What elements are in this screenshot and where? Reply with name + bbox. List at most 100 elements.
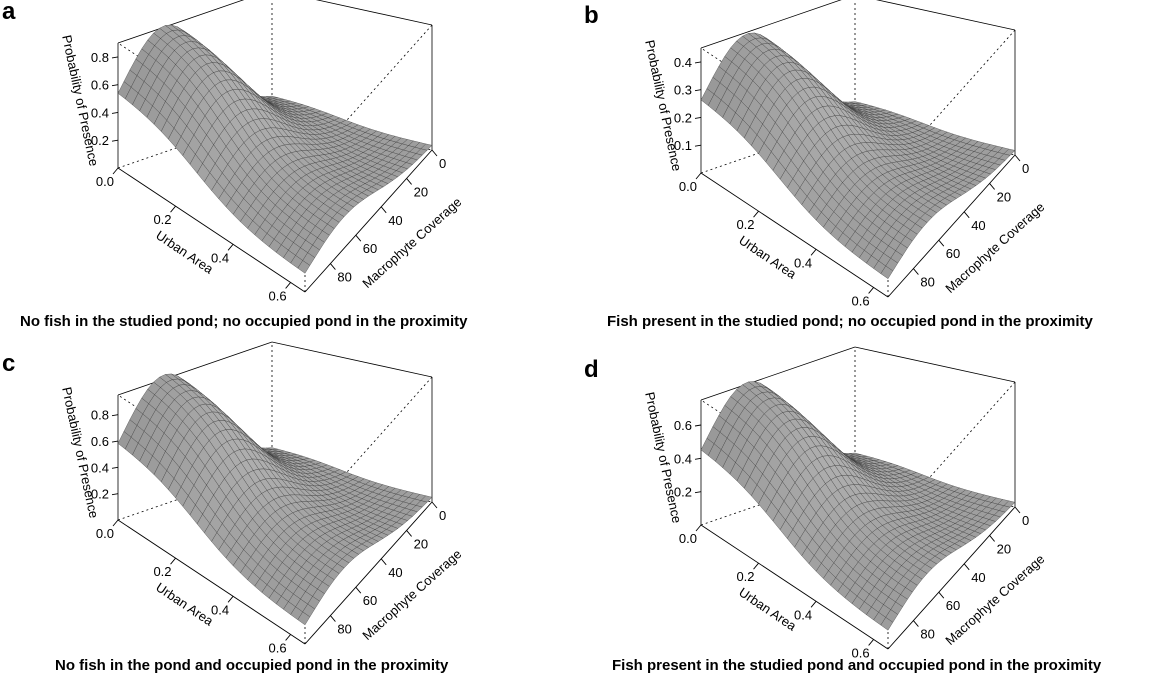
box-edge-top-left: [117, 341, 273, 396]
x-tick-mark: [753, 562, 759, 570]
z-tick-mark: [694, 424, 702, 427]
z-tick-mark: [111, 139, 119, 142]
z-tick-label: 0.8: [91, 50, 109, 65]
y-tick-mark: [431, 501, 438, 509]
box-edge-top-left: [700, 0, 842, 49]
axis-urban-line: [117, 167, 306, 293]
x-tick-mark: [810, 601, 817, 608]
panel-caption-a: No fish in the studied pond; no occupied…: [20, 313, 468, 330]
y-tick-label: 0: [439, 156, 446, 171]
z-tick-label: 0.2: [674, 485, 692, 500]
x-tick-mark: [868, 287, 874, 294]
y-tick-label: 40: [971, 570, 985, 585]
y-tick-mark: [355, 234, 362, 242]
y-tick-mark: [963, 563, 970, 571]
panel-caption-b: Fish present in the studied pond; no occ…: [607, 313, 1093, 330]
y-tick-label: 40: [971, 218, 985, 233]
y-tick-label: 20: [414, 184, 428, 199]
box-edge-top-back: [315, 0, 433, 26]
x-tick-label: 0.6: [852, 293, 870, 308]
z-tick-label: 0.2: [91, 487, 109, 502]
y-tick-label: 40: [388, 213, 402, 228]
x-tick-label: 0.6: [269, 640, 287, 655]
z-tick-mark: [694, 144, 702, 147]
y-tick-mark: [1014, 154, 1021, 162]
x-tick-label: 0.6: [269, 288, 287, 303]
x-tick-mark: [695, 172, 702, 180]
z-tick-mark: [111, 493, 119, 496]
z-tick-label: 0.2: [91, 133, 109, 148]
z-tick-label: 0.8: [91, 408, 109, 423]
y-tick-mark: [989, 535, 995, 542]
axis-macrophyte-line: [887, 506, 1016, 650]
x-tick-label: 0.0: [679, 531, 697, 546]
z-tick-label: 0.2: [674, 110, 692, 125]
y-tick-label: 80: [920, 275, 934, 290]
y-tick-mark: [989, 183, 995, 190]
x-tick-mark: [695, 524, 702, 532]
z-tick-label: 0.4: [674, 55, 692, 70]
panel-label-c: c: [2, 350, 16, 377]
y-tick-mark: [380, 206, 387, 214]
panel-caption-c: No fish in the pond and occupied pond in…: [55, 657, 449, 674]
z-tick-mark: [694, 117, 702, 119]
box-edge-top-back: [875, 0, 1016, 31]
y-tick-label: 60: [946, 246, 960, 261]
box-edge-top-right: [887, 381, 1016, 525]
x-tick-mark: [285, 282, 291, 289]
box-edge-top-right: [887, 29, 1016, 173]
x-tick-mark: [868, 639, 874, 646]
y-tick-mark: [330, 263, 336, 270]
y-tick-label: 40: [388, 565, 402, 580]
z-tick-label: 0.1: [674, 138, 692, 153]
x-tick-mark: [810, 249, 817, 256]
y-tick-mark: [330, 615, 336, 622]
surface-mesh-d: [700, 381, 1016, 631]
panel-label-b: b: [584, 2, 599, 29]
y-tick-label: 80: [337, 622, 351, 637]
panel-caption-d: Fish present in the studied pond and occ…: [612, 657, 1102, 674]
y-tick-label: 0: [1022, 513, 1029, 528]
y-tick-mark: [406, 178, 412, 185]
x-tick-mark: [753, 210, 759, 218]
box-edge-top-right: [304, 24, 433, 168]
box-edge-top-left: [117, 0, 245, 44]
y-tick-mark: [1014, 506, 1021, 514]
x-axis-label: Urban Area: [736, 584, 800, 634]
panel-label-a: a: [2, 0, 16, 25]
axis-urban-line: [700, 524, 889, 650]
surface-facet: [880, 617, 894, 631]
z-tick-mark: [694, 457, 702, 460]
axis-macrophyte-line: [887, 154, 1016, 298]
z-tick-mark: [111, 466, 119, 469]
box-edge-top-back: [271, 341, 433, 378]
x-tick-label: 0.4: [794, 255, 812, 270]
surface-mesh-a: [117, 24, 433, 274]
y-tick-label: 20: [997, 189, 1011, 204]
x-axis-label: Urban Area: [153, 227, 217, 277]
z-tick-label: 0.6: [91, 78, 109, 93]
z-tick-label: 0.3: [674, 83, 692, 98]
x-tick-label: 0.2: [153, 564, 171, 579]
z-tick-mark: [694, 61, 702, 64]
x-tick-label: 0.2: [153, 212, 171, 227]
y-tick-label: 80: [920, 627, 934, 642]
x-tick-label: 0.0: [679, 179, 697, 194]
x-tick-label: 0.0: [96, 526, 114, 541]
y-tick-label: 20: [997, 541, 1011, 556]
z-tick-mark: [694, 491, 702, 494]
axis-urban-line: [700, 172, 889, 298]
x-tick-mark: [112, 519, 119, 527]
y-tick-label: 20: [414, 536, 428, 551]
y-tick-label: 60: [363, 593, 377, 608]
box-edge-top-back: [854, 346, 1016, 383]
y-tick-mark: [938, 591, 945, 599]
x-tick-mark: [227, 596, 234, 603]
x-axis-label: Urban Area: [153, 579, 217, 629]
y-tick-mark: [431, 149, 438, 157]
y-tick-mark: [938, 239, 945, 247]
y-tick-label: 60: [363, 241, 377, 256]
